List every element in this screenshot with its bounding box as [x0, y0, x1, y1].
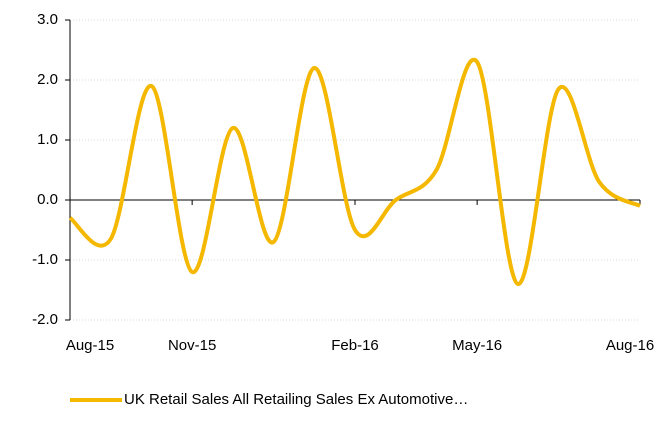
y-tick-label: -1.0 [32, 251, 58, 268]
x-tick-label: Feb-16 [331, 337, 379, 354]
y-tick-label: 3.0 [37, 11, 58, 28]
x-tick-label: May-16 [452, 337, 502, 354]
legend-label: UK Retail Sales All Retailing Sales Ex A… [124, 391, 468, 408]
series-line [68, 57, 642, 287]
x-tick-label: Nov-15 [168, 337, 216, 354]
y-tick-label: -2.0 [32, 311, 58, 328]
y-tick-label: 0.0 [37, 191, 58, 208]
y-tick-label: 2.0 [37, 71, 58, 88]
x-tick-label: Aug-16 [606, 337, 654, 354]
y-tick-label: 1.0 [37, 131, 58, 148]
x-tick-label: Aug-15 [66, 337, 114, 354]
